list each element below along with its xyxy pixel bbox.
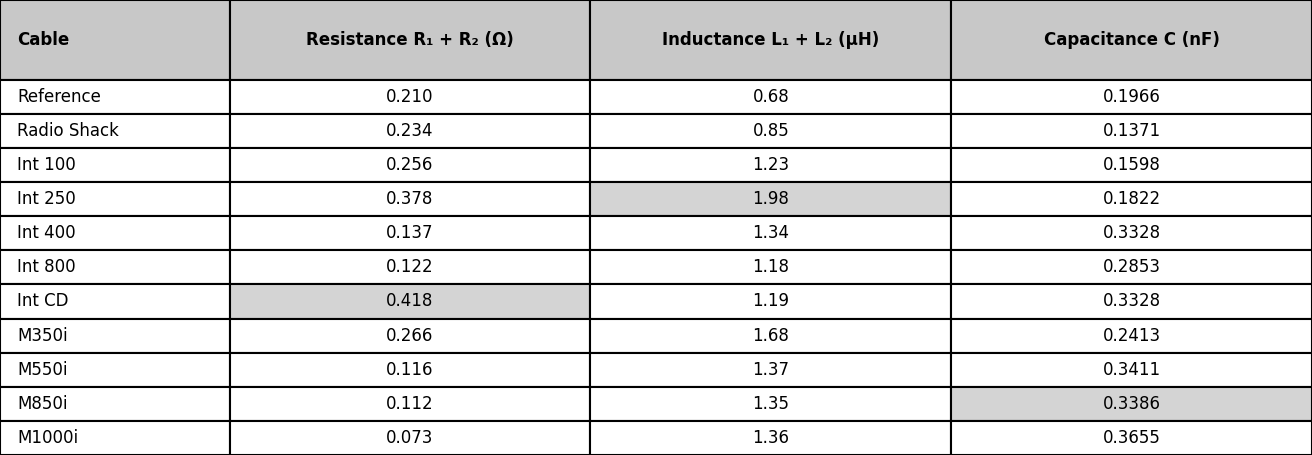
- Text: 0.68: 0.68: [752, 88, 790, 106]
- Text: 0.1598: 0.1598: [1102, 156, 1161, 174]
- Bar: [0, 0, 230, 80]
- Text: 1.34: 1.34: [752, 224, 790, 242]
- Text: Radio Shack: Radio Shack: [17, 122, 119, 140]
- Bar: [951, 318, 1312, 353]
- Bar: [590, 353, 951, 387]
- Bar: [0, 114, 230, 148]
- Bar: [0, 250, 230, 284]
- Text: 0.210: 0.210: [386, 88, 434, 106]
- Text: Int 100: Int 100: [17, 156, 76, 174]
- Bar: [230, 318, 590, 353]
- Bar: [951, 421, 1312, 455]
- Text: Inductance L₁ + L₂ (μH): Inductance L₁ + L₂ (μH): [663, 31, 879, 49]
- Text: 0.1966: 0.1966: [1102, 88, 1161, 106]
- Text: 0.378: 0.378: [386, 190, 434, 208]
- Bar: [951, 284, 1312, 318]
- Bar: [230, 148, 590, 182]
- Text: 0.112: 0.112: [386, 395, 434, 413]
- Bar: [0, 80, 230, 114]
- Text: 0.256: 0.256: [386, 156, 434, 174]
- Bar: [590, 318, 951, 353]
- Bar: [230, 421, 590, 455]
- Text: 0.122: 0.122: [386, 258, 434, 276]
- Bar: [951, 114, 1312, 148]
- Text: 0.137: 0.137: [386, 224, 434, 242]
- Text: 0.2413: 0.2413: [1102, 327, 1161, 344]
- Bar: [0, 318, 230, 353]
- Bar: [590, 284, 951, 318]
- Text: 1.35: 1.35: [752, 395, 790, 413]
- Text: 1.19: 1.19: [752, 293, 790, 310]
- Bar: [951, 148, 1312, 182]
- Text: 1.23: 1.23: [752, 156, 790, 174]
- Text: 0.3655: 0.3655: [1102, 429, 1161, 447]
- Text: 0.3411: 0.3411: [1102, 361, 1161, 379]
- Bar: [0, 387, 230, 421]
- Text: 1.98: 1.98: [752, 190, 790, 208]
- Bar: [951, 387, 1312, 421]
- Bar: [230, 250, 590, 284]
- Bar: [0, 216, 230, 250]
- Bar: [590, 182, 951, 216]
- Text: M1000i: M1000i: [17, 429, 79, 447]
- Text: 0.85: 0.85: [752, 122, 790, 140]
- Text: M550i: M550i: [17, 361, 67, 379]
- Bar: [590, 114, 951, 148]
- Text: 0.418: 0.418: [386, 293, 434, 310]
- Text: 1.36: 1.36: [752, 429, 790, 447]
- Bar: [590, 0, 951, 80]
- Text: Capacitance C (nF): Capacitance C (nF): [1043, 31, 1220, 49]
- Bar: [230, 387, 590, 421]
- Text: Reference: Reference: [17, 88, 101, 106]
- Bar: [951, 250, 1312, 284]
- Bar: [230, 80, 590, 114]
- Text: Int 800: Int 800: [17, 258, 76, 276]
- Text: 0.234: 0.234: [386, 122, 434, 140]
- Bar: [0, 148, 230, 182]
- Text: 0.2853: 0.2853: [1102, 258, 1161, 276]
- Bar: [590, 216, 951, 250]
- Bar: [230, 216, 590, 250]
- Bar: [0, 284, 230, 318]
- Text: 0.266: 0.266: [386, 327, 434, 344]
- Text: 0.3328: 0.3328: [1102, 293, 1161, 310]
- Text: 1.37: 1.37: [752, 361, 790, 379]
- Bar: [230, 284, 590, 318]
- Text: Int 400: Int 400: [17, 224, 76, 242]
- Bar: [590, 80, 951, 114]
- Text: 0.1822: 0.1822: [1102, 190, 1161, 208]
- Bar: [951, 0, 1312, 80]
- Text: 1.18: 1.18: [752, 258, 790, 276]
- Text: 0.116: 0.116: [386, 361, 434, 379]
- Bar: [590, 421, 951, 455]
- Text: 0.1371: 0.1371: [1102, 122, 1161, 140]
- Bar: [951, 353, 1312, 387]
- Bar: [230, 182, 590, 216]
- Bar: [951, 216, 1312, 250]
- Text: M350i: M350i: [17, 327, 68, 344]
- Bar: [590, 250, 951, 284]
- Text: Cable: Cable: [17, 31, 70, 49]
- Bar: [230, 0, 590, 80]
- Bar: [590, 387, 951, 421]
- Text: M850i: M850i: [17, 395, 67, 413]
- Bar: [951, 80, 1312, 114]
- Bar: [230, 114, 590, 148]
- Text: 1.68: 1.68: [752, 327, 790, 344]
- Text: 0.3328: 0.3328: [1102, 224, 1161, 242]
- Text: 0.073: 0.073: [386, 429, 434, 447]
- Bar: [590, 148, 951, 182]
- Bar: [951, 182, 1312, 216]
- Bar: [0, 353, 230, 387]
- Text: Int CD: Int CD: [17, 293, 68, 310]
- Bar: [0, 421, 230, 455]
- Bar: [230, 353, 590, 387]
- Text: Int 250: Int 250: [17, 190, 76, 208]
- Text: 0.3386: 0.3386: [1102, 395, 1161, 413]
- Text: Resistance R₁ + R₂ (Ω): Resistance R₁ + R₂ (Ω): [306, 31, 514, 49]
- Bar: [0, 182, 230, 216]
